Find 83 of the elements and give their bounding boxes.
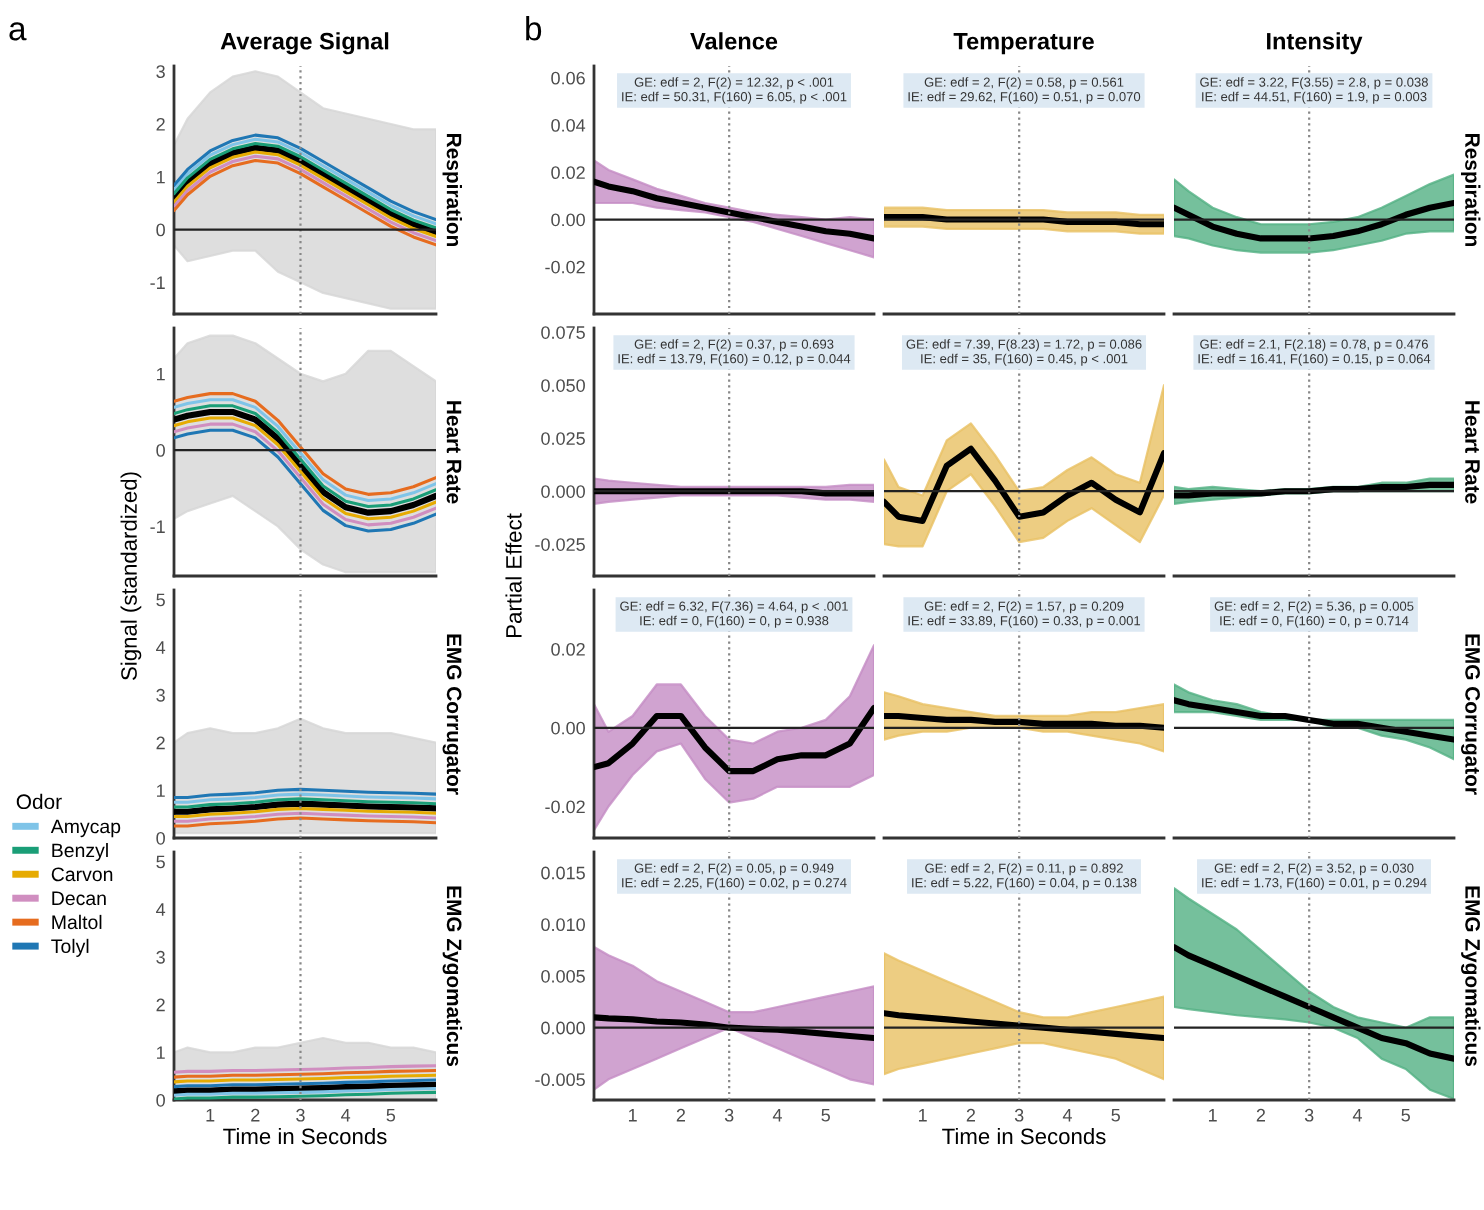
y-tick-label: -0.02 <box>545 800 585 814</box>
chart-title: Average Signal <box>220 32 389 55</box>
y-tick-label: -0.005 <box>535 1073 585 1087</box>
x-tick-label: 1 <box>628 1109 637 1122</box>
x-tick-label: 3 <box>724 1108 734 1122</box>
y-tick-label: 0.04 <box>551 118 586 132</box>
x-tick-label: 5 <box>821 1109 830 1122</box>
x-tick-label: 2 <box>1256 1108 1266 1122</box>
x-tick-label: 1 <box>1208 1109 1217 1122</box>
y2-axis-title: EMG Corrugator <box>1461 634 1480 795</box>
y-tick-label: 0.06 <box>551 71 585 85</box>
y-tick-label: 0.00 <box>551 213 585 227</box>
x-tick-label: 4 <box>772 1109 782 1122</box>
y2-axis-title: Heart Rate <box>446 401 462 504</box>
y-tick-label: 5 <box>156 593 165 607</box>
y-axis-title: Signal (standardized) <box>120 472 142 680</box>
y-tick-label: 0.000 <box>541 485 585 498</box>
y-tick-label: 3 <box>156 65 165 78</box>
y-tick-label: 1 <box>157 367 165 381</box>
y-tick-label: 0.025 <box>541 432 585 445</box>
chart-title: Valence <box>690 32 778 50</box>
y2-axis-title: Respiration <box>442 134 462 247</box>
y-tick-label: 4 <box>156 641 166 654</box>
legend-label: Decan <box>52 891 106 906</box>
y-tick-label: 0.005 <box>541 969 585 983</box>
legend-label: Benzyl <box>52 842 108 862</box>
legend-label: Carvon <box>51 867 113 882</box>
x-tick-label: 5 <box>1401 1109 1410 1122</box>
y-tick-label: 1 <box>157 1046 165 1059</box>
x-tick-label: 5 <box>386 1109 396 1122</box>
x-tick-label: 2 <box>676 1108 686 1122</box>
y-tick-label: 5 <box>156 855 165 869</box>
y-tick-label: 4 <box>156 903 166 916</box>
x-tick-label: 4 <box>1352 1109 1362 1122</box>
legend-label: Amycap <box>50 819 121 838</box>
y-tick-label: 0.000 <box>541 1021 585 1035</box>
text: a <box>9 22 27 41</box>
y-tick-label: -0.02 <box>545 260 585 274</box>
x-tick-label: 1 <box>918 1109 927 1122</box>
x-tick-label: 1 <box>206 1109 215 1122</box>
y-tick-label: 0 <box>156 223 165 237</box>
y-tick-label: -1 <box>150 276 165 289</box>
y-tick-label: 0.00 <box>551 721 585 735</box>
text: b <box>526 16 542 41</box>
y-tick-label: 3 <box>156 688 165 702</box>
y-tick-label: 2 <box>156 117 165 131</box>
y-tick-label: 1 <box>157 170 165 184</box>
x-tick-label: 3 <box>1014 1108 1024 1122</box>
x-tick-label: 4 <box>341 1109 351 1122</box>
y-tick-label: 0 <box>156 831 165 845</box>
y-tick-label: 3 <box>156 950 165 964</box>
y2-axis-title: EMG Zygomaticus <box>442 886 463 1067</box>
x-tick-label: 3 <box>296 1108 305 1122</box>
y-tick-label: 0.02 <box>551 642 585 656</box>
y2-axis-title: EMG Zygomaticus <box>1461 886 1481 1067</box>
y-tick-label: 0.050 <box>541 379 585 392</box>
y-tick-label: 0.015 <box>541 866 585 880</box>
y-tick-label: 0.075 <box>541 326 585 339</box>
chart-title: Temperature <box>953 33 1094 55</box>
x-tick-label: 4 <box>1062 1109 1072 1122</box>
y-axis-title: Partial Effect <box>505 513 522 637</box>
x-tick-label: 5 <box>1111 1109 1120 1122</box>
y-tick-label: 0 <box>156 444 165 457</box>
y2-axis-title: Heart Rate <box>1465 401 1480 504</box>
x-tick-label: 2 <box>251 1108 260 1122</box>
y2-axis-title: Respiration <box>1461 134 1481 247</box>
y-tick-label: 2 <box>156 736 165 750</box>
y2-axis-title: EMG Corrugator <box>442 634 462 795</box>
chart-title: Intensity <box>1267 32 1363 55</box>
y-tick-label: -1 <box>150 520 165 533</box>
y-tick-label: 1 <box>157 784 165 797</box>
x-axis-title: Time in Seconds <box>223 1127 387 1145</box>
y-tick-label: 0.02 <box>551 166 585 180</box>
legend-title: Odor <box>16 793 62 810</box>
x-axis-title: Time in Seconds <box>942 1127 1106 1145</box>
y-tick-label: 0.010 <box>541 918 585 932</box>
x-tick-label: 3 <box>1304 1108 1314 1122</box>
x-tick-label: 2 <box>966 1108 976 1122</box>
legend-label: Maltol <box>52 914 102 930</box>
y-tick-label: 2 <box>156 998 165 1012</box>
y-tick-label: 0 <box>156 1093 165 1107</box>
y-tick-label: -0.025 <box>535 538 585 551</box>
legend-label: Tolyl <box>51 938 89 957</box>
